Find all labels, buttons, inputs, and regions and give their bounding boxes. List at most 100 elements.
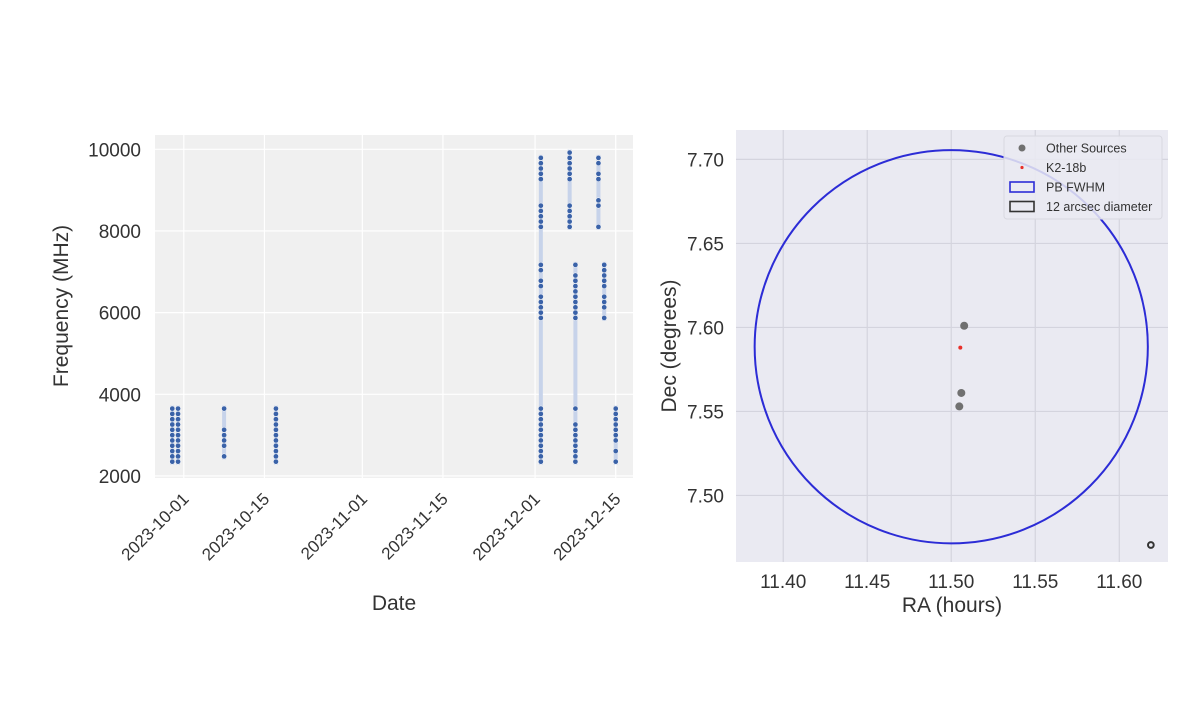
y-tick-label: 10000 [88,140,141,161]
x-tick-label: 11.45 [844,572,890,593]
right-data-points [955,321,969,411]
data-point [175,458,181,465]
y-tick-label: 7.50 [687,486,724,507]
data-point [538,155,544,161]
data-point [273,453,279,460]
data-point [273,432,279,438]
left-x-axis-label: Date [372,592,416,615]
data-point [538,416,544,423]
data-point [538,432,544,438]
data-point [221,453,227,460]
data-point [538,426,544,433]
y-tick-label: 7.65 [687,234,724,255]
data-point [169,421,176,428]
data-point [572,283,579,289]
x-tick-label: 11.50 [928,572,974,593]
y-tick-label: 8000 [99,222,141,243]
data-point [538,299,544,305]
data-point [538,208,544,214]
data-point [175,421,181,428]
data-point [612,458,619,465]
data-point [273,442,279,449]
x-tick-label: 11.55 [1012,572,1058,593]
data-point [538,437,544,444]
y-tick-label: 7.60 [687,318,724,339]
data-point [566,218,573,225]
k2-18b-point [958,345,963,350]
right-y-tick-labels: 7.50 7.55 7.60 7.65 7.70 [687,150,724,507]
data-point [595,155,602,161]
data-point [612,426,619,433]
x-tick-label: 11.40 [760,572,806,593]
data-point [601,293,608,300]
data-point [169,426,176,433]
data-point [221,432,227,438]
data-point [538,170,544,177]
data-point [169,442,176,449]
data-point [169,458,176,465]
data-point [601,315,608,321]
data-point [566,208,573,214]
data-point [175,437,181,444]
data-point [566,224,573,230]
data-point [221,426,227,433]
data-point [175,453,181,460]
x-tick-label: 2023-11-15 [378,489,452,563]
data-point [538,283,544,289]
data-point [538,160,544,167]
data-point [595,170,602,177]
data-point [572,272,579,279]
data-point [538,421,544,428]
data-point [538,165,544,172]
data-point [273,411,279,417]
data-point [572,432,579,438]
data-point [538,224,544,230]
data-point [601,299,608,305]
data-point [538,458,544,465]
data-point [595,197,602,204]
y-tick-label: 6000 [99,304,141,325]
other-source-point [960,321,969,330]
data-point [601,304,608,311]
data-point [221,442,227,449]
right-x-axis-label: RA (hours) [902,594,1002,617]
data-point [612,448,619,454]
data-point [595,160,602,167]
data-point [538,448,544,454]
data-point [572,293,579,300]
data-point [572,405,579,412]
data-point [169,448,176,454]
data-point [273,416,279,423]
data-point [538,453,544,460]
legend-swatch [1009,181,1035,193]
data-point [566,213,573,220]
data-point [175,426,181,433]
data-point [538,405,544,412]
data-point [175,411,181,417]
left-x-tick-labels: 2023-10-01 2023-10-15 2023-11-01 2023-11-15… [118,489,625,564]
data-point [566,202,573,209]
legend-box [1003,135,1163,220]
data-point [601,272,608,279]
left-data-points [169,149,619,465]
left-plot-background [155,135,633,478]
data-point [538,293,544,300]
data-point [572,448,579,454]
data-point [572,315,579,321]
data-point [273,448,279,454]
data-point [566,155,573,161]
data-point [175,448,181,454]
data-point [273,421,279,428]
x-tick-label: 2023-12-01 [469,489,544,564]
data-point [601,283,608,289]
data-point [566,176,573,182]
y-tick-label: 2000 [99,467,141,488]
data-point [175,442,181,449]
data-point [566,165,573,172]
data-point [169,405,176,412]
data-point [169,432,176,438]
legend-label: PB FWHM [1046,181,1105,195]
data-point [566,170,573,177]
